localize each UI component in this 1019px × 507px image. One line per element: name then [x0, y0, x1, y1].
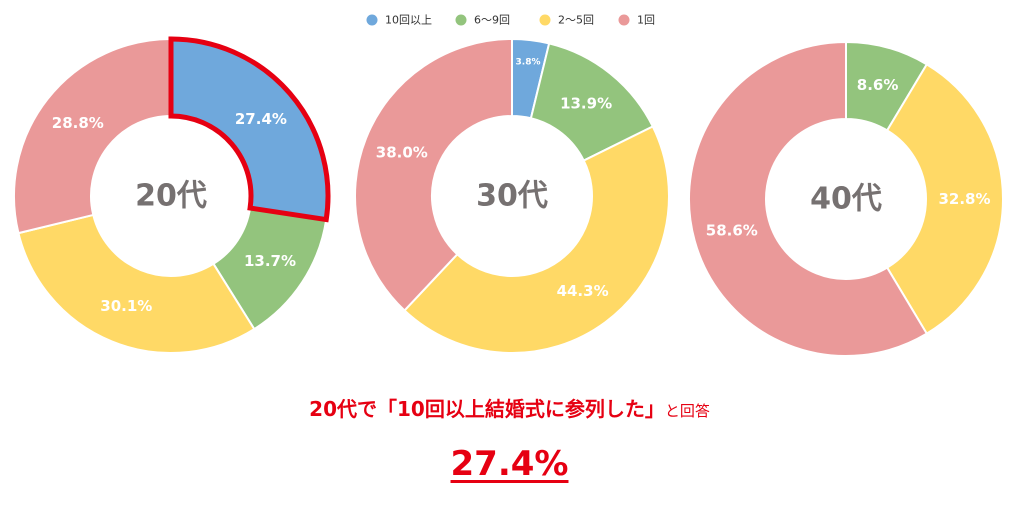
caption-suffix: と回答 [664, 402, 710, 420]
slice-1 [13, 37, 172, 235]
highlight-value-row: 27.4% [0, 444, 1019, 484]
data-label-10-plus: 27.4% [235, 110, 287, 128]
data-label-6-9: 13.7% [244, 252, 296, 270]
donut-chart-2: 3.8% 13.9% 44.3% 38.0% 30代 [354, 37, 670, 354]
slice-1 [688, 40, 929, 357]
data-label-10-plus: 3.8% [516, 58, 541, 68]
data-label-2-5: 30.1% [100, 297, 152, 315]
slice-1 [354, 37, 513, 312]
data-label-6-9: 8.6% [857, 76, 899, 94]
data-label-1: 38.0% [376, 143, 428, 161]
data-label-6-9: 13.9% [560, 95, 612, 113]
legend-label-1: 1回 [637, 14, 655, 27]
slice-2-5 [17, 213, 256, 354]
highlight-outline [168, 36, 331, 223]
highlight-value: 27.4% [450, 444, 569, 484]
legend-marker-10-plus [366, 14, 378, 26]
caption: 20代で「10回以上結婚式に参列した」と回答 [0, 393, 1019, 422]
caption-main: 20代で「10回以上結婚式に参列した」 [309, 397, 665, 421]
legend: 10回以上 6〜9回 2〜5回 1回 [366, 14, 655, 27]
center-label: 20代 [135, 179, 207, 214]
data-label-1: 28.8% [52, 114, 104, 132]
donut-chart-1: 27.4% 13.7% 30.1% 28.8% 20代 [13, 36, 331, 354]
legend-label-10-plus: 10回以上 [385, 14, 432, 27]
data-label-2-5: 44.3% [557, 282, 609, 300]
legend-marker-2-5 [539, 14, 551, 26]
slice-2-5 [403, 125, 670, 354]
donut-chart-3: 8.6% 32.8% 58.6% 40代 [688, 40, 1004, 357]
legend-marker-6-9 [455, 14, 467, 26]
data-label-1: 58.6% [706, 222, 758, 240]
slice-2-5 [885, 62, 1004, 336]
data-label-2-5: 32.8% [938, 190, 990, 208]
legend-label-2-5: 2〜5回 [558, 14, 594, 27]
center-label: 40代 [810, 182, 882, 217]
legend-label-6-9: 6〜9回 [474, 14, 510, 27]
legend-marker-1 [618, 14, 630, 26]
center-label: 30代 [476, 179, 548, 214]
